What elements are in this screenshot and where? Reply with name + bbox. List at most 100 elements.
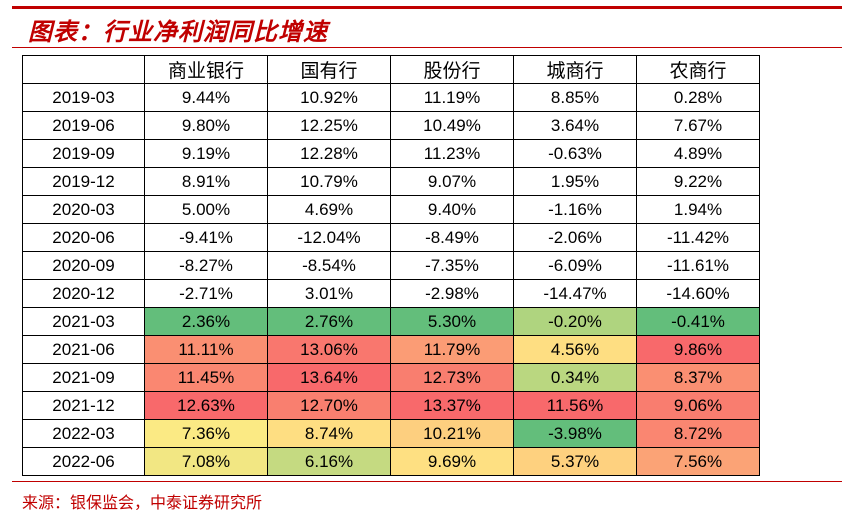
table-row: 2019-06 9.80% 12.25% 10.49% 3.64% 7.67%	[22, 111, 760, 140]
value-cell: 10.92%	[267, 83, 391, 112]
period-label: 2021-06	[22, 335, 145, 364]
period-label: 2019-12	[22, 167, 145, 196]
value-cell: 5.37%	[513, 447, 637, 476]
value-cell: -0.20%	[513, 307, 637, 336]
value-cell: 3.01%	[267, 279, 391, 308]
value-cell: -0.63%	[513, 139, 637, 168]
value-cell: 11.45%	[144, 363, 268, 392]
value-cell: 10.49%	[390, 111, 514, 140]
value-cell: -2.06%	[513, 223, 637, 252]
value-cell: 13.06%	[267, 335, 391, 364]
table-row: 2020-03 5.00% 4.69% 9.40% -1.16% 1.94%	[22, 195, 760, 224]
period-label: 2022-06	[22, 447, 145, 476]
value-cell: 9.44%	[144, 83, 268, 112]
column-header: 农商行	[636, 55, 760, 84]
period-label: 2020-09	[22, 251, 145, 280]
value-cell: 8.85%	[513, 83, 637, 112]
value-cell: -8.54%	[267, 251, 391, 280]
table-row: 2020-09 -8.27% -8.54% -7.35% -6.09% -11.61%	[22, 251, 760, 280]
value-cell: 11.11%	[144, 335, 268, 364]
table-row: 2021-03 2.36% 2.76% 5.30% -0.20% -0.41%	[22, 307, 760, 336]
table-row: 2021-09 11.45% 13.64% 12.73% 0.34% 8.37%	[22, 363, 760, 392]
value-cell: -0.41%	[636, 307, 760, 336]
period-label: 2021-09	[22, 363, 145, 392]
value-cell: 9.07%	[390, 167, 514, 196]
header-corner	[22, 55, 145, 84]
value-cell: -14.47%	[513, 279, 637, 308]
table-row: 2022-03 7.36% 8.74% 10.21% -3.98% 8.72%	[22, 419, 760, 448]
period-label: 2020-03	[22, 195, 145, 224]
table-row: 2020-12 -2.71% 3.01% -2.98% -14.47% -14.60%	[22, 279, 760, 308]
value-cell: 7.56%	[636, 447, 760, 476]
value-cell: 2.76%	[267, 307, 391, 336]
source-note: 来源：银保监会，中泰证券研究所	[22, 493, 263, 512]
value-cell: -3.98%	[513, 419, 637, 448]
table-row: 2020-06 -9.41% -12.04% -8.49% -2.06% -11.42%	[22, 223, 760, 252]
title-rule	[12, 47, 842, 48]
value-cell: 13.37%	[390, 391, 514, 420]
value-cell: 7.67%	[636, 111, 760, 140]
value-cell: 8.72%	[636, 419, 760, 448]
table-row: 2019-03 9.44% 10.92% 11.19% 8.85% 0.28%	[22, 83, 760, 112]
value-cell: 9.40%	[390, 195, 514, 224]
value-cell: -2.71%	[144, 279, 268, 308]
period-label: 2020-12	[22, 279, 145, 308]
bottom-rule	[12, 481, 842, 482]
value-cell: 11.19%	[390, 83, 514, 112]
column-header: 股份行	[390, 55, 514, 84]
value-cell: 6.16%	[267, 447, 391, 476]
period-label: 2021-03	[22, 307, 145, 336]
period-label: 2022-03	[22, 419, 145, 448]
value-cell: -14.60%	[636, 279, 760, 308]
value-cell: 9.06%	[636, 391, 760, 420]
value-cell: 4.89%	[636, 139, 760, 168]
value-cell: 9.22%	[636, 167, 760, 196]
value-cell: 12.28%	[267, 139, 391, 168]
value-cell: 10.21%	[390, 419, 514, 448]
value-cell: -6.09%	[513, 251, 637, 280]
value-cell: 0.28%	[636, 83, 760, 112]
growth-table: 商业银行 国有行 股份行 城商行 农商行 2019-03 9.44% 10.92% 11.19…	[22, 55, 760, 476]
value-cell: -11.61%	[636, 251, 760, 280]
value-cell: 8.37%	[636, 363, 760, 392]
value-cell: -8.49%	[390, 223, 514, 252]
column-header: 商业银行	[144, 55, 268, 84]
value-cell: 9.19%	[144, 139, 268, 168]
value-cell: 5.30%	[390, 307, 514, 336]
value-cell: 1.95%	[513, 167, 637, 196]
value-cell: 12.70%	[267, 391, 391, 420]
value-cell: 0.34%	[513, 363, 637, 392]
value-cell: -7.35%	[390, 251, 514, 280]
value-cell: 9.80%	[144, 111, 268, 140]
period-label: 2019-03	[22, 83, 145, 112]
value-cell: -1.16%	[513, 195, 637, 224]
value-cell: 10.79%	[267, 167, 391, 196]
value-cell: 11.56%	[513, 391, 637, 420]
value-cell: 13.64%	[267, 363, 391, 392]
value-cell: 8.91%	[144, 167, 268, 196]
value-cell: 12.73%	[390, 363, 514, 392]
period-label: 2021-12	[22, 391, 145, 420]
value-cell: 1.94%	[636, 195, 760, 224]
column-header: 城商行	[513, 55, 637, 84]
value-cell: 12.63%	[144, 391, 268, 420]
column-header: 国有行	[267, 55, 391, 84]
top-rule	[12, 6, 842, 9]
value-cell: -9.41%	[144, 223, 268, 252]
chart-title: 图表：行业净利润同比增速	[28, 17, 328, 46]
table-row: 2019-12 8.91% 10.79% 9.07% 1.95% 9.22%	[22, 167, 760, 196]
value-cell: 7.36%	[144, 419, 268, 448]
value-cell: 4.69%	[267, 195, 391, 224]
value-cell: 5.00%	[144, 195, 268, 224]
table-row: 2022-06 7.08% 6.16% 9.69% 5.37% 7.56%	[22, 447, 760, 476]
value-cell: 3.64%	[513, 111, 637, 140]
value-cell: 9.86%	[636, 335, 760, 364]
value-cell: 4.56%	[513, 335, 637, 364]
value-cell: 9.69%	[390, 447, 514, 476]
value-cell: 7.08%	[144, 447, 268, 476]
value-cell: -2.98%	[390, 279, 514, 308]
value-cell: 2.36%	[144, 307, 268, 336]
value-cell: -8.27%	[144, 251, 268, 280]
table-row: 2021-12 12.63% 12.70% 13.37% 11.56% 9.06%	[22, 391, 760, 420]
value-cell: -12.04%	[267, 223, 391, 252]
